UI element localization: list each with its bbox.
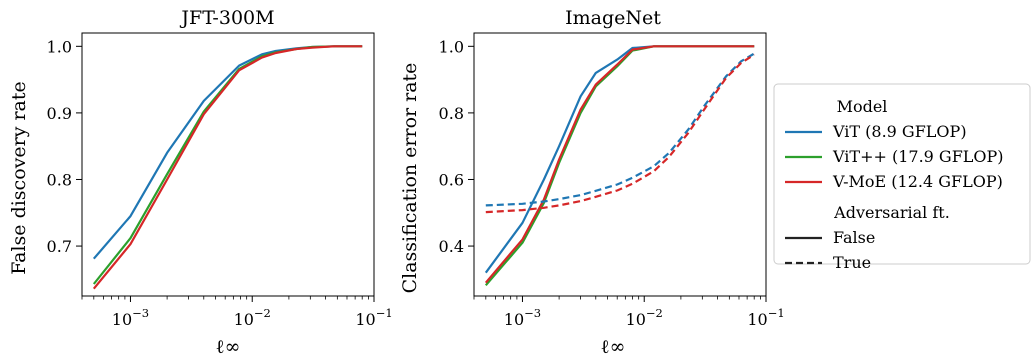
y-tick-label: 0.8 xyxy=(47,170,72,189)
y-tick-label: 1.0 xyxy=(47,37,72,56)
legend-entry-label: V-MoE (12.4 GFLOP) xyxy=(832,172,1003,191)
legend-entry-label: False xyxy=(833,228,875,247)
series-line xyxy=(485,52,755,207)
legend-adversarial-entries: False True xyxy=(785,228,875,272)
x-tick-label: 10−3 xyxy=(112,306,149,329)
x-axis-label: ℓ∞ xyxy=(216,336,241,358)
x-axis-label: ℓ∞ xyxy=(601,336,626,358)
x-tick-label: 10−1 xyxy=(355,306,392,329)
plot-frame xyxy=(473,32,767,297)
y-tick-label: 0.7 xyxy=(47,237,72,256)
y-tick-label: 0.6 xyxy=(439,170,464,189)
series-line xyxy=(92,45,363,285)
series-line xyxy=(484,45,755,284)
y-axis-label: Classification error rate xyxy=(399,63,421,294)
legend-header-adversarial: Adversarial ft. xyxy=(833,203,950,222)
lines-layer xyxy=(484,45,755,287)
legend-header-model: Model xyxy=(837,97,888,116)
series-line xyxy=(92,45,363,290)
series-line xyxy=(485,53,755,214)
y-axis-label: False discovery rate xyxy=(8,81,30,275)
plot-frame xyxy=(81,32,375,297)
legend-entry-label: True xyxy=(833,253,871,272)
series-line xyxy=(484,45,755,287)
chart-jft300m: JFT-300M False discovery rate ℓ∞ 10−3 10−… xyxy=(8,7,393,358)
chart-imagenet: ImageNet Classification error rate ℓ∞ 10… xyxy=(399,7,785,358)
y-tick-label: 0.8 xyxy=(439,104,464,123)
series-line xyxy=(92,45,363,260)
legend-entry-label: ViT (8.9 GFLOP) xyxy=(832,122,967,141)
x-tick-label: 10−3 xyxy=(504,306,541,329)
legend-entry-label: ViT++ (17.9 GFLOP) xyxy=(832,147,1004,166)
legend: Model ViT (8.9 GFLOP)ViT++ (17.9 GFLOP)V… xyxy=(773,83,1031,272)
y-tick-label: 0.4 xyxy=(439,237,464,256)
legend-frame xyxy=(773,83,1031,265)
ticks-layer: 10−3 10−2 10−1 0.4 0.6 0.8 1.0 xyxy=(439,37,785,329)
lines-layer xyxy=(92,45,363,290)
ticks-layer: 10−3 10−2 10−1 0.7 0.8 0.9 1.0 xyxy=(47,37,393,329)
x-tick-label: 10−2 xyxy=(626,306,663,329)
series-line xyxy=(484,45,755,274)
y-tick-label: 0.9 xyxy=(47,104,72,123)
chart-title: ImageNet xyxy=(565,7,661,29)
chart-title: JFT-300M xyxy=(179,7,274,29)
x-tick-label: 10−2 xyxy=(234,306,271,329)
legend-model-entries: ViT (8.9 GFLOP) ViT++ (17.9 GFLOP) V-MoE (… xyxy=(785,122,1004,191)
y-tick-label: 1.0 xyxy=(439,37,464,56)
x-tick-label: 10−1 xyxy=(747,306,784,329)
